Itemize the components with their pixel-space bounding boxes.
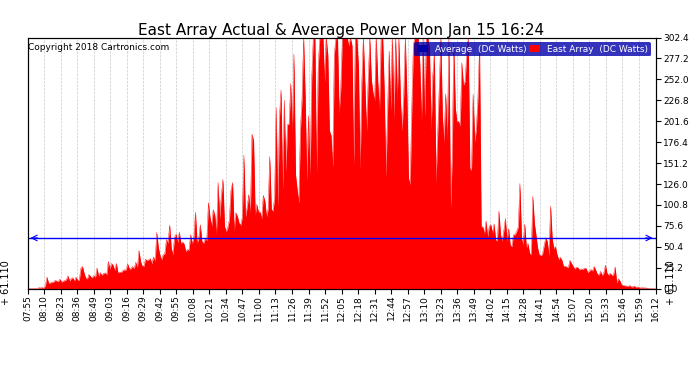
Text: + 61.110: + 61.110 xyxy=(666,261,676,305)
Text: + 61.110: + 61.110 xyxy=(1,261,10,305)
Legend: Average  (DC Watts), East Array  (DC Watts): Average (DC Watts), East Array (DC Watts… xyxy=(414,42,651,56)
Title: East Array Actual & Average Power Mon Jan 15 16:24: East Array Actual & Average Power Mon Ja… xyxy=(139,22,544,38)
Text: Copyright 2018 Cartronics.com: Copyright 2018 Cartronics.com xyxy=(28,42,170,51)
